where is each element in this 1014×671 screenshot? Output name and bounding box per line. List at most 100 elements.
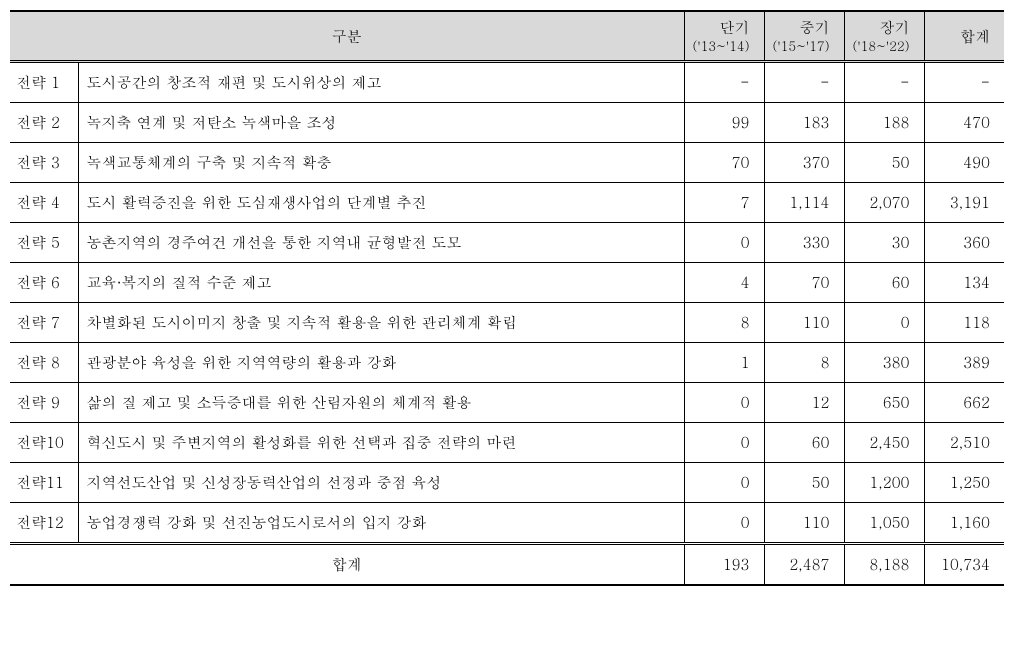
header-short-term-main: 단기 [689,18,750,38]
row-label: 전략 1 [10,62,78,103]
row-value: 8 [684,303,764,343]
row-description: 도시공간의 창조적 재편 및 도시위상의 제고 [78,62,684,103]
row-value: 370 [764,143,844,183]
row-value: 1 [684,343,764,383]
row-description: 차별화된 도시이미지 창출 및 지속적 활용을 위한 관리체계 확립 [78,303,684,343]
table-row: 전략11지역선도산업 및 신성장동력산업의 선정과 중점 육성0501,2001… [10,463,1004,503]
row-value: 380 [844,343,924,383]
row-value: 389 [924,343,1004,383]
row-value: 0 [684,223,764,263]
row-value: 60 [764,423,844,463]
row-value: 662 [924,383,1004,423]
row-label: 전략 5 [10,223,78,263]
header-long-term-main: 장기 [849,18,910,38]
row-value: 30 [844,223,924,263]
row-value: 4 [684,263,764,303]
row-value: 1,160 [924,503,1004,544]
header-short-term: 단기 ('13~'14) [684,11,764,62]
table-row: 전략 9삶의 질 제고 및 소득증대를 위한 산림자원의 체계적 활용01265… [10,383,1004,423]
header-mid-term: 중기 ('15~'17) [764,11,844,62]
row-value: 2,510 [924,423,1004,463]
row-value: 2,070 [844,183,924,223]
row-description: 삶의 질 제고 및 소득증대를 위한 산림자원의 체계적 활용 [78,383,684,423]
row-value: 0 [684,383,764,423]
row-description: 농업경쟁력 강화 및 선진농업도시로서의 입지 강화 [78,503,684,544]
row-label: 전략 6 [10,263,78,303]
row-value: 8 [764,343,844,383]
total-value: 10,734 [924,544,1004,586]
row-value: - [844,62,924,103]
header-long-term: 장기 ('18~'22) [844,11,924,62]
row-value: 0 [684,463,764,503]
row-description: 교육·복지의 질적 수준 제고 [78,263,684,303]
row-value: 490 [924,143,1004,183]
row-description: 농촌지역의 경주여건 개선을 통한 지역내 균형발전 도모 [78,223,684,263]
table-body: 전략 1도시공간의 창조적 재편 및 도시위상의 제고----전략 2녹지축 연… [10,62,1004,586]
header-short-term-sub: ('13~'14) [689,38,750,55]
row-value: 50 [844,143,924,183]
row-value: 7 [684,183,764,223]
row-value: 110 [764,303,844,343]
row-description: 지역선도산업 및 신성장동력산업의 선정과 중점 육성 [78,463,684,503]
row-value: 99 [684,103,764,143]
table-row: 전략 5농촌지역의 경주여건 개선을 통한 지역내 균형발전 도모0330303… [10,223,1004,263]
row-label: 전략 7 [10,303,78,343]
row-label: 전략10 [10,423,78,463]
total-value: 2,487 [764,544,844,586]
row-description: 관광분야 육성을 위한 지역역량의 활용과 강화 [78,343,684,383]
row-value: - [764,62,844,103]
table-row: 전략12농업경쟁력 강화 및 선진농업도시로서의 입지 강화01101,0501… [10,503,1004,544]
row-value: 110 [764,503,844,544]
table-row: 전략 6교육·복지의 질적 수준 제고47060134 [10,263,1004,303]
row-label: 전략 9 [10,383,78,423]
row-label: 전략 2 [10,103,78,143]
row-value: 70 [684,143,764,183]
row-value: 12 [764,383,844,423]
row-value: 0 [684,423,764,463]
row-value: 650 [844,383,924,423]
row-value: - [924,62,1004,103]
row-value: - [684,62,764,103]
row-value: 470 [924,103,1004,143]
row-description: 혁신도시 및 주변지역의 활성화를 위한 선택과 집중 전략의 마련 [78,423,684,463]
row-label: 전략 4 [10,183,78,223]
table-row: 전략 2녹지축 연계 및 저탄소 녹색마을 조성99183188470 [10,103,1004,143]
table-row: 전략 3녹색교통체계의 구축 및 지속적 확충7037050490 [10,143,1004,183]
row-value: 1,114 [764,183,844,223]
header-category: 구분 [10,11,684,62]
table-row: 전략10혁신도시 및 주변지역의 활성화를 위한 선택과 집중 전략의 마련06… [10,423,1004,463]
row-value: 134 [924,263,1004,303]
row-value: 1,200 [844,463,924,503]
total-value: 8,188 [844,544,924,586]
row-description: 녹지축 연계 및 저탄소 녹색마을 조성 [78,103,684,143]
row-label: 전략12 [10,503,78,544]
total-row: 합계1932,4878,18810,734 [10,544,1004,586]
header-long-term-sub: ('18~'22) [849,38,910,55]
row-value: 118 [924,303,1004,343]
header-total: 합계 [924,11,1004,62]
total-label: 합계 [10,544,684,586]
row-value: 1,250 [924,463,1004,503]
row-label: 전략 3 [10,143,78,183]
table-row: 전략 4도시 활력증진을 위한 도심재생사업의 단계별 추진71,1142,07… [10,183,1004,223]
row-value: 360 [924,223,1004,263]
row-description: 도시 활력증진을 위한 도심재생사업의 단계별 추진 [78,183,684,223]
row-value: 0 [684,503,764,544]
row-value: 2,450 [844,423,924,463]
row-value: 3,191 [924,183,1004,223]
row-value: 183 [764,103,844,143]
row-label: 전략 8 [10,343,78,383]
row-value: 0 [844,303,924,343]
table-header: 구분 단기 ('13~'14) 중기 ('15~'17) 장기 ('18~'22… [10,11,1004,62]
row-value: 60 [844,263,924,303]
strategy-table: 구분 단기 ('13~'14) 중기 ('15~'17) 장기 ('18~'22… [10,10,1004,586]
table-row: 전략 7차별화된 도시이미지 창출 및 지속적 활용을 위한 관리체계 확립81… [10,303,1004,343]
row-label: 전략11 [10,463,78,503]
table-row: 전략 8관광분야 육성을 위한 지역역량의 활용과 강화18380389 [10,343,1004,383]
row-value: 188 [844,103,924,143]
row-value: 1,050 [844,503,924,544]
row-value: 50 [764,463,844,503]
header-mid-term-sub: ('15~'17) [769,38,830,55]
table-row: 전략 1도시공간의 창조적 재편 및 도시위상의 제고---- [10,62,1004,103]
row-value: 70 [764,263,844,303]
